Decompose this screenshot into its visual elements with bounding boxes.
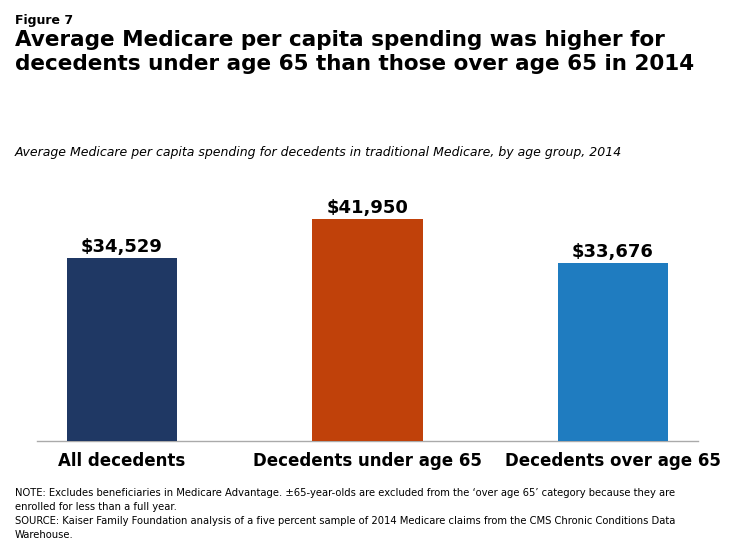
Text: FOUNDATION: FOUNDATION (648, 537, 706, 547)
Bar (558, 263, 668, 441)
Text: $41,950: $41,950 (326, 199, 409, 217)
Text: $33,676: $33,676 (572, 242, 654, 261)
Text: THE HENRY J.: THE HENRY J. (648, 499, 706, 507)
Text: NOTE: Excludes beneficiaries in Medicare Advantage. ±65-year-olds are excluded f: NOTE: Excludes beneficiaries in Medicare… (15, 488, 675, 539)
Bar (67, 258, 177, 441)
Text: Average Medicare per capita spending for decedents in traditional Medicare, by a: Average Medicare per capita spending for… (15, 146, 622, 159)
Text: KAISER: KAISER (651, 510, 703, 523)
Bar (312, 219, 423, 441)
Text: Average Medicare per capita spending was higher for
decedents under age 65 than : Average Medicare per capita spending was… (15, 30, 694, 73)
Text: Figure 7: Figure 7 (15, 14, 73, 27)
Text: $34,529: $34,529 (81, 238, 163, 256)
Text: FAMILY: FAMILY (653, 523, 701, 536)
